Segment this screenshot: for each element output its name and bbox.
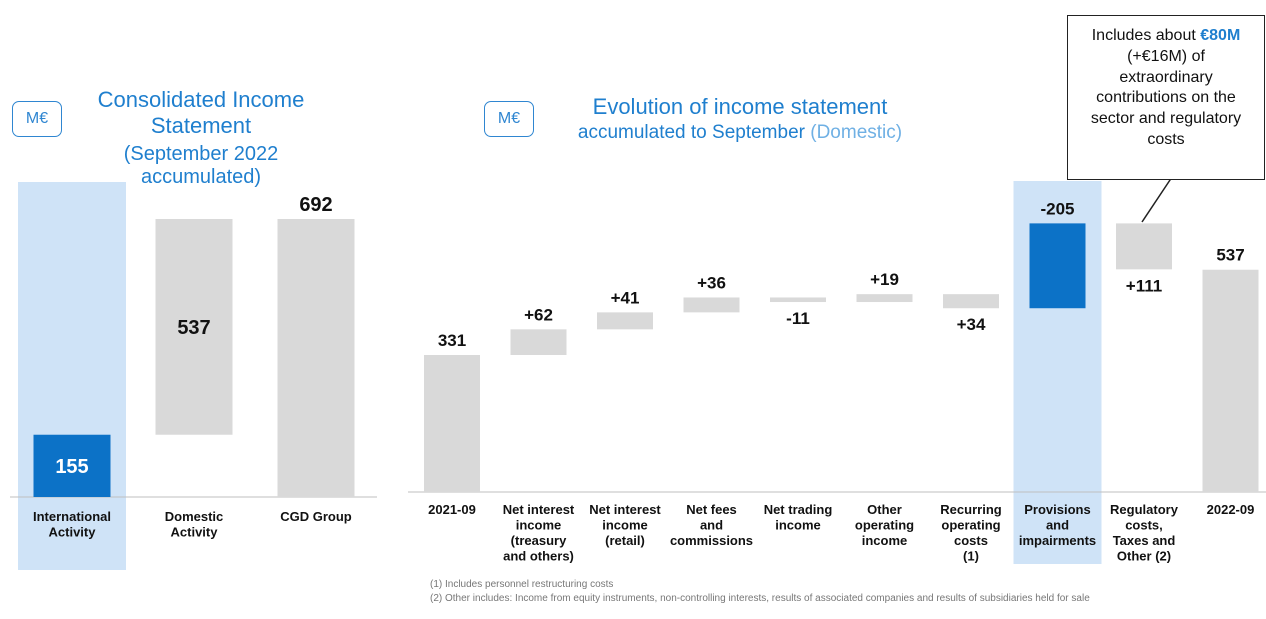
waterfall-category-10-line-1: 2022-09: [1207, 502, 1255, 517]
waterfall-category-1-line-1: 2021-09: [428, 502, 476, 517]
waterfall-bar-5: [770, 297, 826, 303]
waterfall-category-7-line-3: costs: [954, 533, 988, 548]
waterfall-label-2: +62: [524, 305, 553, 324]
callout-line2: (+€16M) of: [1127, 47, 1205, 65]
right-subtitle-paren: (Domestic): [810, 122, 903, 143]
waterfall-bar-6: [856, 294, 913, 303]
waterfall-label-1: 331: [438, 331, 466, 350]
waterfall-bar-9: [1116, 223, 1172, 270]
waterfall-category-2-line-3: (treasury: [511, 533, 567, 548]
left-category-label-1-line-2: Activity: [49, 525, 97, 540]
waterfall-bar-8: [1029, 223, 1086, 309]
waterfall-category-7-line-4: (1): [963, 549, 979, 564]
waterfall-category-3-line-3: (retail): [605, 533, 645, 548]
waterfall-bar-4: [683, 297, 740, 313]
waterfall-label-10: 537: [1216, 246, 1244, 265]
waterfall-category-9-line-2: costs,: [1125, 518, 1163, 533]
left-category-label-3-line-1: CGD Group: [280, 509, 352, 524]
left-bar-3: [277, 219, 355, 497]
waterfall-bar-1: [424, 355, 480, 492]
left-bar-2: [155, 219, 233, 435]
waterfall-category-4-line-2: and: [700, 518, 723, 533]
waterfall-category-7-line-2: operating: [941, 518, 1000, 533]
left-chart: 155InternationalActivity537DomesticActiv…: [10, 182, 377, 570]
waterfall-category-9-line-1: Regulatory: [1110, 502, 1179, 517]
left-unit-badge: M€: [12, 101, 62, 137]
right-chart-title: Evolution of income statement: [592, 94, 888, 119]
left-subtitle-line1: (September 2022: [123, 143, 279, 165]
waterfall-category-2-line-2: income: [516, 518, 562, 533]
callout-line4: contributions on the: [1096, 89, 1236, 107]
waterfall-label-8: -205: [1040, 199, 1074, 218]
waterfall-label-9: +111: [1126, 276, 1162, 295]
waterfall-category-8-line-3: impairments: [1019, 533, 1096, 548]
waterfall-label-3: +41: [611, 288, 640, 307]
waterfall-label-4: +36: [697, 273, 726, 292]
left-chart-title: Consolidated Income Statement: [60, 87, 342, 138]
waterfall-label-7: +34: [957, 315, 986, 334]
callout-line6: costs: [1147, 130, 1185, 148]
waterfall-category-4-line-3: commissions: [670, 533, 753, 548]
waterfall-category-6-line-3: income: [862, 533, 908, 548]
waterfall-category-3-line-1: Net interest: [589, 502, 661, 517]
waterfall-category-6-line-1: Other: [867, 502, 902, 517]
right-chart-subtitle: accumulated to September (Domestic): [540, 122, 940, 144]
waterfall-category-5-line-1: Net trading: [764, 502, 833, 517]
callout-line5: sector and regulatory: [1090, 110, 1242, 128]
waterfall-bar-7: [943, 294, 999, 309]
callout-line1: Includes about €80M: [1074, 26, 1258, 47]
right-unit-badge: M€: [484, 101, 534, 137]
waterfall-bar-10: [1202, 269, 1259, 492]
waterfall-category-9-line-4: Other (2): [1117, 549, 1171, 564]
waterfall-category-4-line-1: Net fees: [686, 502, 737, 517]
left-category-label-1-line-1: International: [33, 509, 111, 524]
waterfall-label-5: -11: [786, 309, 810, 328]
waterfall-label-6: +19: [870, 270, 899, 289]
left-title-line1: Consolidated Income: [97, 87, 305, 112]
waterfall-category-7-line-1: Recurring: [940, 502, 1001, 517]
left-title-line2: Statement: [150, 112, 252, 138]
footnote-2: (2) Other includes: Income from equity i…: [430, 593, 1090, 604]
waterfall-category-3-line-2: income: [602, 518, 648, 533]
callout-box: Includes about €80M (+€16M) of extraordi…: [1067, 15, 1265, 180]
callout-line3: extraordinary: [1119, 68, 1213, 86]
right-subtitle-main: accumulated to September: [577, 122, 811, 143]
left-category-label-2-line-1: Domestic: [165, 509, 224, 524]
footnote-1: (1) Includes personnel restructuring cos…: [430, 579, 614, 590]
waterfall-category-6-line-2: operating: [855, 518, 914, 533]
left-bar-label-2: 537: [177, 317, 210, 339]
waterfall-category-8-line-2: and: [1046, 518, 1069, 533]
waterfall-category-2-line-1: Net interest: [503, 502, 575, 517]
left-category-label-2-line-2: Activity: [171, 525, 219, 540]
left-bar-label-1: 155: [55, 456, 88, 478]
left-bar-1: [33, 434, 111, 497]
waterfall-category-5-line-2: income: [775, 518, 821, 533]
left-subtitle-line2: accumulated): [140, 166, 262, 189]
left-highlight-band: [18, 182, 126, 570]
waterfall-bar-3: [597, 312, 653, 330]
waterfall-category-8-line-1: Provisions: [1024, 502, 1090, 517]
waterfall-category-9-line-3: Taxes and: [1113, 533, 1176, 548]
callout-pre: Includes about: [1091, 27, 1201, 44]
waterfall-category-2-line-4: and others): [503, 549, 574, 564]
left-chart-subtitle: (September 2022 accumulated): [60, 143, 342, 189]
callout-highlight: €80M: [1200, 27, 1241, 44]
waterfall-bar-2: [510, 329, 567, 355]
left-bar-label-3: 692: [299, 194, 332, 216]
